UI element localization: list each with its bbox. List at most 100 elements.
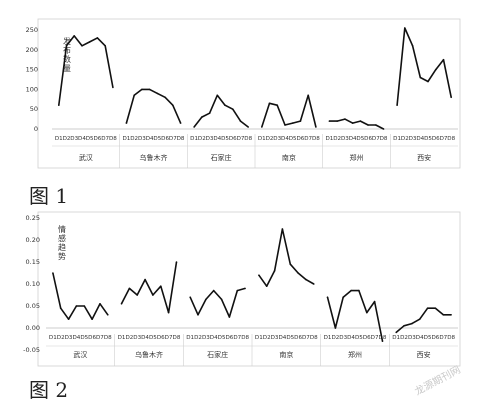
chart-2-frame bbox=[37, 211, 461, 367]
series-line-乌鲁木齐 bbox=[125, 88, 182, 124]
data-point bbox=[281, 228, 284, 230]
data-point bbox=[104, 45, 106, 47]
data-point bbox=[359, 120, 362, 122]
data-point bbox=[164, 96, 166, 99]
x-tick-label: D5 bbox=[355, 335, 363, 341]
x-tick-label: D1 bbox=[122, 136, 130, 142]
x-tick-label: D3 bbox=[138, 136, 146, 142]
data-point bbox=[156, 92, 159, 95]
x-tick-label: D1 bbox=[325, 136, 333, 142]
y-tick-label: 0.00 bbox=[26, 324, 40, 332]
y-axis-label-char: 数 bbox=[63, 54, 71, 64]
data-point bbox=[411, 322, 413, 325]
x-tick-label: D1 bbox=[186, 335, 194, 341]
data-point bbox=[261, 126, 263, 128]
x-tick-label: D3 bbox=[341, 136, 349, 142]
data-point bbox=[297, 272, 299, 274]
y-axis-label-char: 趋 bbox=[58, 242, 66, 252]
x-tick-label: D1 bbox=[55, 136, 63, 142]
x-tick-label: D5 bbox=[356, 136, 364, 142]
data-point bbox=[442, 58, 445, 61]
y-tick-label: 50 bbox=[30, 105, 38, 113]
data-point bbox=[315, 126, 317, 128]
x-tick-label: D1 bbox=[255, 335, 263, 341]
category-label: 南京 bbox=[282, 153, 296, 162]
x-tick-label: D8 bbox=[109, 136, 117, 142]
data-point bbox=[59, 307, 62, 310]
x-tick-label: D8 bbox=[447, 136, 455, 142]
x-tick-label: D2 bbox=[198, 136, 206, 142]
data-point bbox=[232, 108, 234, 110]
category-label: 石家庄 bbox=[207, 350, 228, 359]
x-tick-label: D6 bbox=[93, 136, 101, 142]
x-tick-label: D8 bbox=[310, 335, 318, 341]
y-tick-label: 0 bbox=[34, 125, 38, 133]
x-tick-label: D8 bbox=[244, 136, 252, 142]
data-point bbox=[350, 289, 352, 292]
series-line-石家庄 bbox=[193, 94, 249, 128]
x-tick-label: D4 bbox=[213, 136, 221, 142]
x-tick-label: D5 bbox=[424, 335, 432, 341]
data-point bbox=[88, 41, 91, 43]
x-tick-label: D2 bbox=[263, 335, 271, 341]
data-point bbox=[326, 296, 329, 299]
chart-1-frame bbox=[37, 18, 461, 169]
data-point bbox=[58, 104, 60, 106]
x-tick-label: D4 bbox=[347, 335, 355, 341]
data-point bbox=[273, 270, 276, 272]
series-line-武汉 bbox=[52, 272, 109, 321]
data-point bbox=[107, 314, 109, 316]
data-point bbox=[201, 116, 203, 118]
data-point bbox=[136, 294, 138, 296]
x-tick-label: D7 bbox=[304, 136, 312, 142]
category-label: 乌鲁木齐 bbox=[135, 350, 163, 359]
x-tick-label: D7 bbox=[302, 335, 310, 341]
x-tick-label: D2 bbox=[331, 335, 339, 341]
data-point bbox=[236, 289, 239, 292]
data-point bbox=[197, 314, 199, 316]
data-point bbox=[404, 27, 406, 29]
y-tick-label: -0.05 bbox=[23, 346, 40, 354]
data-point bbox=[450, 314, 452, 316]
x-tick-label: D6 bbox=[88, 335, 96, 341]
category-label: 郑州 bbox=[350, 154, 364, 162]
y-tick-label: 0.20 bbox=[26, 236, 40, 244]
x-tick-label: D8 bbox=[177, 136, 185, 142]
x-tick-label: D6 bbox=[294, 335, 302, 341]
x-tick-label: D4 bbox=[210, 335, 218, 341]
x-tick-label: D5 bbox=[289, 136, 297, 142]
category-label: 郑州 bbox=[348, 351, 362, 359]
category-label: 武汉 bbox=[79, 153, 93, 162]
y-axis-label-char: 量 bbox=[63, 64, 71, 73]
data-point bbox=[91, 318, 93, 321]
data-point bbox=[375, 124, 377, 126]
series-line-西安 bbox=[396, 27, 452, 106]
category-label: 西安 bbox=[417, 153, 431, 162]
x-tick-label: D8 bbox=[312, 136, 320, 142]
data-point bbox=[160, 285, 162, 288]
x-tick-label: D5 bbox=[286, 335, 294, 341]
series-line-郑州 bbox=[326, 289, 384, 342]
x-tick-label: D4 bbox=[146, 136, 154, 142]
data-point bbox=[418, 318, 421, 321]
data-point bbox=[175, 261, 178, 263]
data-point bbox=[247, 126, 249, 128]
data-point bbox=[67, 318, 70, 321]
x-tick-label: D2 bbox=[194, 335, 202, 341]
y-tick-label: 0.25 bbox=[26, 214, 40, 222]
data-point bbox=[435, 68, 437, 71]
y-axis-label-char: 情 bbox=[58, 224, 66, 234]
x-tick-label: D7 bbox=[371, 335, 379, 341]
x-tick-label: D7 bbox=[101, 136, 109, 142]
data-point bbox=[228, 316, 231, 318]
x-tick-label: D3 bbox=[206, 136, 214, 142]
x-tick-label: D8 bbox=[380, 136, 388, 142]
data-point bbox=[411, 45, 414, 47]
x-tick-label: D4 bbox=[78, 136, 86, 142]
x-tick-label: D5 bbox=[86, 136, 94, 142]
data-point bbox=[83, 305, 86, 307]
data-point bbox=[313, 283, 315, 285]
category-label: 石家庄 bbox=[211, 153, 232, 162]
data-point bbox=[96, 37, 99, 39]
x-tick-label: D8 bbox=[379, 335, 387, 341]
